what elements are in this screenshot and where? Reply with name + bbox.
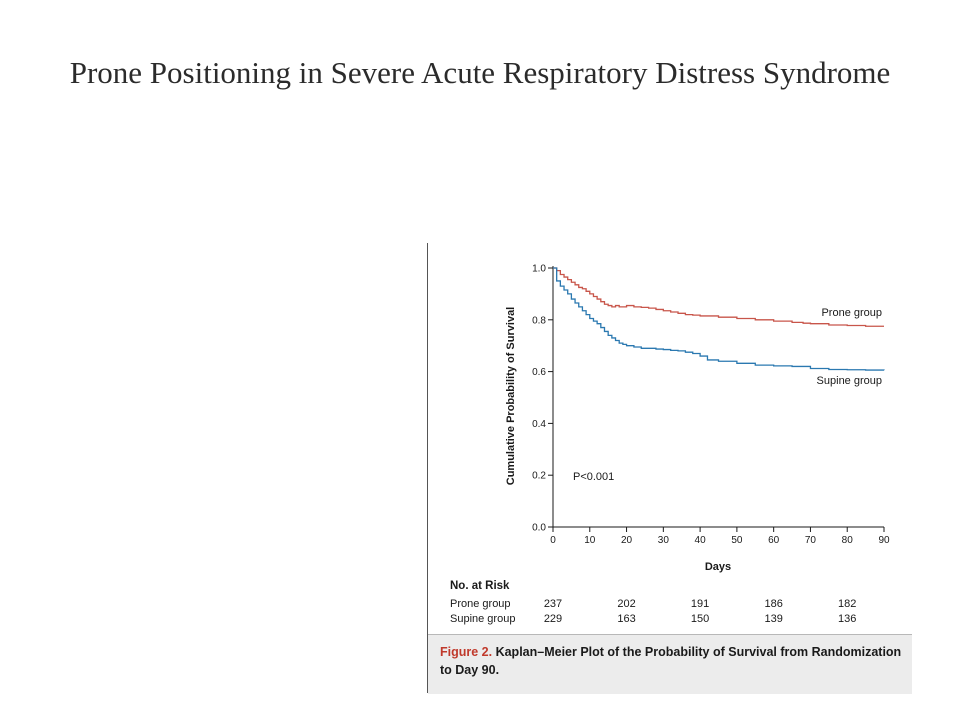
risk-value: 150 <box>690 613 710 625</box>
x-axis-title: Days <box>705 561 731 573</box>
survival-curves <box>553 267 885 371</box>
risk-value: 163 <box>617 613 636 625</box>
risk-value: 136 <box>838 613 857 625</box>
series-label-supine: Supine group <box>817 375 882 387</box>
risk-row-supine: Supine group 229 163 150 139 136 <box>450 613 910 627</box>
risk-table-header: No. at Risk <box>450 580 510 592</box>
x-tick-label: 40 <box>695 535 707 546</box>
y-tick-label: 0.0 <box>532 523 546 534</box>
risk-row-label: Prone group <box>450 598 511 610</box>
figure-caption-box: Figure 2. Kaplan–Meier Plot of the Proba… <box>428 634 912 694</box>
risk-row-label: Supine group <box>450 613 516 625</box>
risk-value: 139 <box>764 613 783 625</box>
risk-value: 182 <box>838 598 857 610</box>
y-tick-label: 0.4 <box>532 419 546 430</box>
risk-value: 229 <box>543 613 563 625</box>
y-tick-label: 0.8 <box>532 315 546 326</box>
series-label-prone: Prone group <box>821 307 882 319</box>
figure-caption-text: Kaplan–Meier Plot of the Probability of … <box>440 645 902 677</box>
plot-labels: Cumulative Probability of Survival Days … <box>505 307 882 573</box>
figure-number: Figure 2. <box>440 645 493 659</box>
figure-caption: Figure 2. Kaplan–Meier Plot of the Proba… <box>440 643 904 679</box>
y-axis-title: Cumulative Probability of Survival <box>505 307 517 486</box>
risk-value: 237 <box>543 598 563 610</box>
x-tick-label: 50 <box>731 535 743 546</box>
risk-value: 186 <box>764 598 783 610</box>
x-tick-label: 10 <box>584 535 596 546</box>
figure-panel: 0.0 0.2 0.4 0.6 0.8 1.0 0 10 20 30 40 50 60 70 80 90 Cu… <box>427 243 912 694</box>
p-value-annotation: P<0.001 <box>573 471 614 483</box>
km-plot: 0.0 0.2 0.4 0.6 0.8 1.0 0 10 20 30 40 50 60 70 80 90 Cu… <box>505 264 890 574</box>
x-tick-label: 20 <box>621 535 633 546</box>
axes: 0.0 0.2 0.4 0.6 0.8 1.0 0 10 20 30 40 50 60 70 80 90 <box>532 264 890 547</box>
x-tick-label: 70 <box>805 535 817 546</box>
y-tick-label: 1.0 <box>532 264 546 275</box>
survival-curve-supine <box>553 267 885 371</box>
x-tick-label: 80 <box>842 535 854 546</box>
y-tick-label: 0.6 <box>532 367 546 378</box>
survival-curve-prone <box>553 267 884 327</box>
x-tick-label: 30 <box>658 535 670 546</box>
x-tick-label: 90 <box>878 535 890 546</box>
slide-title: Prone Positioning in Severe Acute Respir… <box>69 55 891 90</box>
x-tick-label: 60 <box>768 535 780 546</box>
y-tick-label: 0.2 <box>532 471 546 482</box>
risk-value: 191 <box>690 598 710 610</box>
x-tick-label: 0 <box>550 535 556 546</box>
risk-value: 202 <box>617 598 636 610</box>
risk-row-prone: Prone group 237 202 191 186 182 <box>450 598 910 612</box>
